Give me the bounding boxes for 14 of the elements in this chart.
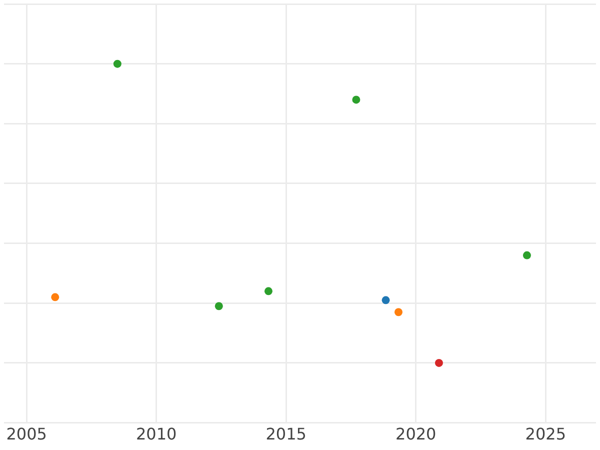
point: [51, 293, 60, 302]
point: [394, 308, 402, 316]
point: [113, 60, 122, 68]
point: [522, 251, 531, 260]
point: [434, 358, 443, 367]
x-tick-label: 2015: [266, 424, 306, 444]
point: [264, 287, 272, 296]
x-tick-label: 2005: [6, 424, 47, 444]
point: [214, 302, 223, 310]
x-tick-label: 2010: [136, 424, 177, 444]
x-tick-label: 2025: [525, 424, 566, 444]
point: [382, 296, 390, 304]
x-tick-label: 2020: [396, 424, 436, 444]
point: [352, 96, 360, 104]
